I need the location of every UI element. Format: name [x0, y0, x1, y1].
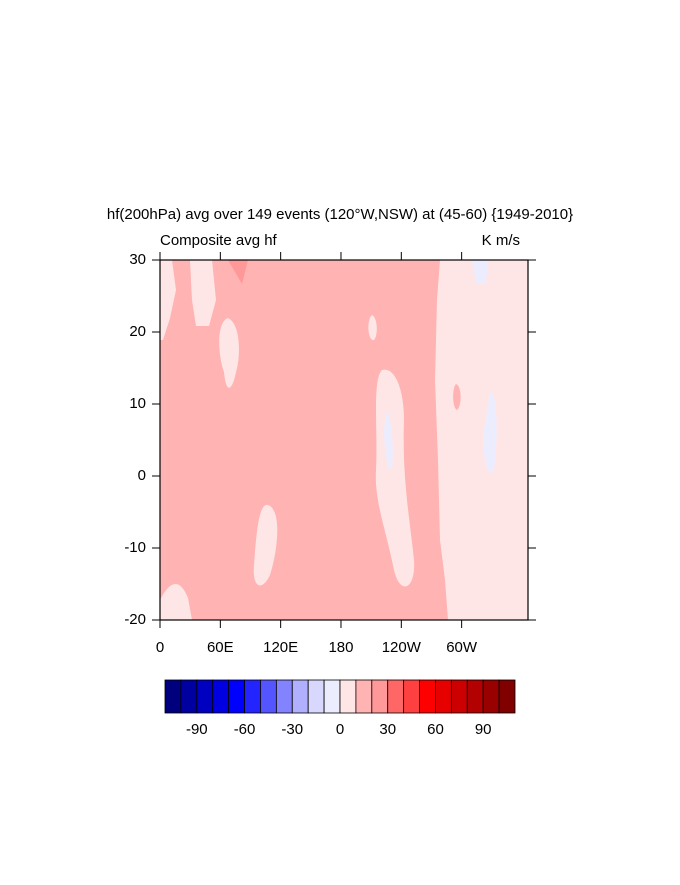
colorbar-box: [275, 679, 293, 714]
contour-region: [472, 260, 488, 284]
colorbar-box: [291, 679, 309, 714]
right-subtitle: K m/s: [482, 232, 520, 249]
y-tick-label: -10: [124, 539, 146, 556]
colorbar-box: [307, 679, 325, 714]
colorbar-box: [355, 679, 373, 714]
contour-region: [190, 260, 216, 326]
colorbar-box: [498, 679, 516, 714]
colorbar-box: [164, 679, 182, 714]
colorbar-label: -30: [281, 721, 303, 738]
contour-region: [368, 315, 377, 341]
y-tick-label: 20: [129, 323, 146, 340]
colorbar-box: [435, 679, 452, 714]
contour-region: [160, 583, 192, 620]
left-subtitle: Composite avg hf: [160, 232, 278, 249]
plot-frame: [159, 259, 529, 621]
colorbar-label: 60: [427, 721, 444, 738]
y-tick-label: 0: [138, 467, 146, 484]
y-tick-label: -20: [124, 611, 146, 628]
colorbar-box: [387, 679, 405, 714]
colorbar-box: [212, 679, 230, 714]
colorbar-box: [260, 679, 277, 714]
colorbar-box: [180, 679, 198, 714]
y-tick-label: 30: [129, 251, 146, 268]
colorbar-box: [323, 679, 341, 714]
colorbar-box: [244, 679, 261, 714]
contour-region: [453, 384, 461, 410]
contour-region: [483, 392, 497, 473]
contour-region: [219, 318, 239, 388]
contour-region: [448, 590, 490, 620]
contour-region: [160, 260, 176, 340]
x-tick-label: 120W: [382, 639, 422, 656]
colorbar-box: [466, 679, 484, 714]
colorbar-label: 30: [379, 721, 396, 738]
colorbar-box: [228, 679, 245, 714]
x-tick-label: 180: [328, 639, 353, 656]
colorbar-box: [371, 679, 389, 714]
y-tick-label: 10: [129, 395, 146, 412]
colorbar-box: [196, 679, 214, 714]
colorbar-label: 0: [336, 721, 344, 738]
colorbar-label: -90: [186, 721, 208, 738]
colorbar-box: [482, 679, 500, 714]
x-tick-label: 120E: [263, 639, 298, 656]
x-tick-label: 0: [156, 639, 164, 656]
contour-region: [228, 260, 248, 284]
colorbar-label: -60: [234, 721, 256, 738]
colorbar-box: [450, 679, 468, 714]
contour-region: [384, 412, 393, 471]
contour-region: [253, 504, 278, 586]
chart-title: hf(200hPa) avg over 149 events (120°W,NS…: [107, 206, 573, 223]
colorbar-box: [339, 679, 357, 714]
x-tick-label: 60E: [207, 639, 234, 656]
colorbar-box: [403, 679, 420, 714]
contour-region: [435, 260, 528, 620]
colorbar-label: 90: [475, 721, 492, 738]
x-tick-label: 60W: [446, 639, 478, 656]
colorbar-box: [419, 679, 436, 714]
